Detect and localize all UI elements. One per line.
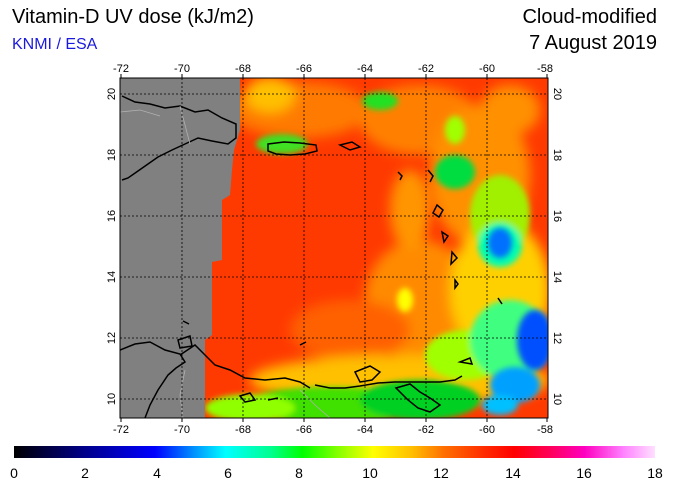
uv-field [120, 78, 548, 418]
colorbar-tick-1: 0 [10, 465, 18, 481]
lat-tick-right-4: 16 [551, 210, 563, 222]
lat-tick-left-5: 18 [106, 149, 118, 161]
lat-tick-left-6: 20 [106, 88, 118, 100]
credit-label: KNMI / ESA [12, 36, 98, 53]
coastlines [120, 95, 503, 418]
date-label: 7 August 2019 [529, 32, 657, 54]
colorbar-tick-9: 16 [576, 465, 592, 481]
colorbar-tick-2: 2 [81, 465, 89, 481]
lat-tick-left-1: 10 [106, 393, 118, 405]
colorbar-tick-6: 10 [362, 465, 378, 481]
colorbar-tick-7: 12 [433, 465, 449, 481]
lat-tick-right-6: 20 [551, 88, 563, 100]
graticule [120, 78, 548, 418]
colorbar-tick-3: 4 [153, 465, 161, 481]
lat-tick-left-3: 14 [106, 271, 118, 283]
colorbar-tick-5: 8 [295, 465, 303, 481]
lon-tick-top-7: -60 [479, 63, 495, 75]
colorbar-tick-8: 14 [505, 465, 521, 481]
lon-tick-top-3: -68 [235, 63, 251, 75]
lon-tick-bottom-8: -58 [537, 424, 553, 436]
lon-tick-bottom-5: -64 [357, 424, 373, 436]
lon-tick-bottom-3: -68 [235, 424, 251, 436]
map-title: Vitamin-D UV dose (kJ/m2) [12, 6, 254, 28]
lon-tick-top-5: -64 [357, 63, 373, 75]
lon-tick-top-6: -62 [418, 63, 434, 75]
colorbar-tick-10: 18 [647, 465, 663, 481]
lon-tick-bottom-2: -70 [174, 424, 190, 436]
lon-tick-bottom-1: -72 [113, 424, 129, 436]
colorbar [14, 446, 655, 458]
lon-tick-bottom-6: -62 [418, 424, 434, 436]
lat-tick-right-3: 14 [551, 271, 563, 283]
lat-tick-right-5: 18 [551, 149, 563, 161]
lat-tick-left-2: 12 [106, 332, 118, 344]
lat-tick-right-1: 10 [551, 393, 563, 405]
lon-tick-bottom-4: -66 [296, 424, 312, 436]
map-frame [119, 77, 549, 419]
lon-tick-top-1: -72 [113, 63, 129, 75]
lon-tick-top-2: -70 [174, 63, 190, 75]
lat-tick-left-4: 16 [106, 210, 118, 222]
product-label: Cloud-modified [522, 6, 657, 28]
lon-tick-bottom-7: -60 [479, 424, 495, 436]
lat-tick-right-2: 12 [551, 332, 563, 344]
lon-tick-top-4: -66 [296, 63, 312, 75]
lon-tick-top-8: -58 [537, 63, 553, 75]
colorbar-tick-4: 6 [224, 465, 232, 481]
